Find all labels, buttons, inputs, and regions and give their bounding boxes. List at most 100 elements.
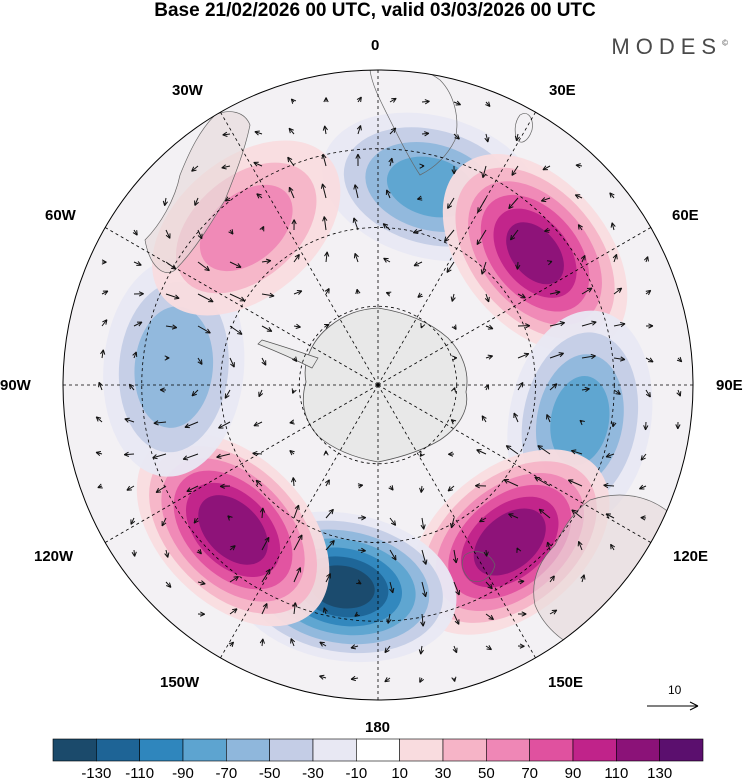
colorbar-tick-label: -70 [215,765,238,782]
wind-vector-head [171,324,178,330]
wind-vector-arrow [191,389,199,397]
wind-vector-arrow [165,261,177,270]
lon-label-90w: 90W [0,377,31,394]
wind-vector-arrow [357,549,366,552]
wind-vector-head [386,618,392,624]
wind-vector-head [546,260,553,266]
colorbar-swatch [312,738,357,762]
wind-vector-arrow [287,156,295,167]
wind-vector-arrow [444,229,455,242]
wind-vector-arrow [534,476,551,487]
wind-vector-head [521,611,527,617]
wind-vector-head [675,424,681,430]
wind-vector-head [319,641,325,647]
wind-vector-arrow [447,197,455,209]
wind-vector-head [230,362,235,368]
wind-vector-arrow [451,293,455,302]
wind-vector-head [477,207,483,213]
wind-vector-head [422,559,428,565]
wind-vector-head [199,611,205,617]
colorbar-swatch [399,738,444,762]
wind-vector-head [609,192,615,198]
wind-vector-arrow [224,389,231,399]
wind-vector-head [321,153,327,160]
lon-label-180: 180 [365,719,391,736]
wind-vector-head [128,383,135,390]
wind-vector-arrow [382,223,391,231]
wind-vector-head [355,288,361,295]
colorbar-swatch [96,738,140,762]
wind-vector-arrow [645,357,654,363]
wind-vector-head [291,477,297,483]
wind-vector-arrow [252,452,263,455]
wind-vector-head [388,485,394,491]
lat-lon-grid [63,70,693,700]
wind-vector-head [546,541,552,548]
lon-label-150e: 150E [548,674,584,691]
wind-vector-arrow [253,421,263,427]
wind-vector-head [640,515,646,521]
wind-vector-head [643,425,649,431]
wind-vector-head [385,291,392,297]
wind-vector-head [620,321,626,328]
wind-vector-arrow [321,183,327,199]
wind-vector-head [551,383,558,389]
wind-vector-arrow [549,291,561,295]
wind-vector-head [487,583,493,590]
wind-vector-head [451,324,457,330]
wind-vector-head [546,414,551,420]
wind-vector-arrow [549,322,565,327]
wind-vector-arrow [319,641,327,647]
wind-vector-arrow [510,229,519,241]
colorbar-swatch [659,738,704,762]
wind-vector-head [224,196,231,202]
wind-vector-arrow [293,534,303,551]
wind-vector-head [451,169,457,175]
wind-vector-arrow [447,485,455,492]
wind-vector-head [186,487,192,492]
wind-vector-arrow [254,131,263,135]
wind-vector-head [132,230,138,236]
wind-vector-head [643,256,649,262]
wind-vector-head [487,354,493,360]
wind-vector-arrow [261,568,271,583]
wind-vector-arrow [229,608,238,615]
colorbar-swatch [356,738,400,762]
colorbar-swatch [529,738,574,762]
wind-vector-arrow [581,355,596,359]
wind-vector-head [450,387,457,393]
wind-vector-arrow [229,357,235,368]
wind-vector-arrow [640,453,647,461]
wind-vector-head [542,165,548,171]
wind-vector-head [255,479,262,486]
wind-vector-head [95,450,102,457]
wind-vector-head [383,257,389,263]
wind-vector-arrow [581,574,585,583]
wind-vector-arrow [611,222,615,231]
wind-vector-head [290,638,296,644]
wind-vector-arrow [613,254,618,263]
lon-label-150w: 150W [160,674,200,691]
wind-vector-head [645,289,652,296]
lon-label-90e: 90E [716,377,743,394]
wind-vector-head [162,200,168,207]
colorbar-tick-label: 110 [604,765,629,782]
wind-vector-head [454,134,460,140]
wind-vector-head [483,551,489,557]
wind-vector-arrow [549,383,558,391]
wind-vector-arrow [290,638,295,647]
wind-vector-head [166,582,172,588]
wind-vector-arrow [221,165,231,169]
wind-vector-arrow [124,453,135,456]
wind-vector-arrow [605,513,615,519]
wind-vector-arrow [165,581,172,588]
wind-vector-arrow [485,293,490,303]
wind-vector-head [159,387,165,393]
wind-vector-arrow [186,485,199,492]
wind-vector-head [385,189,391,195]
colorbar-swatch [269,738,314,762]
colorbar-tick-label: 10 [391,765,408,782]
wind-vector-arrow [549,575,555,583]
wind-vector-head [258,391,264,398]
